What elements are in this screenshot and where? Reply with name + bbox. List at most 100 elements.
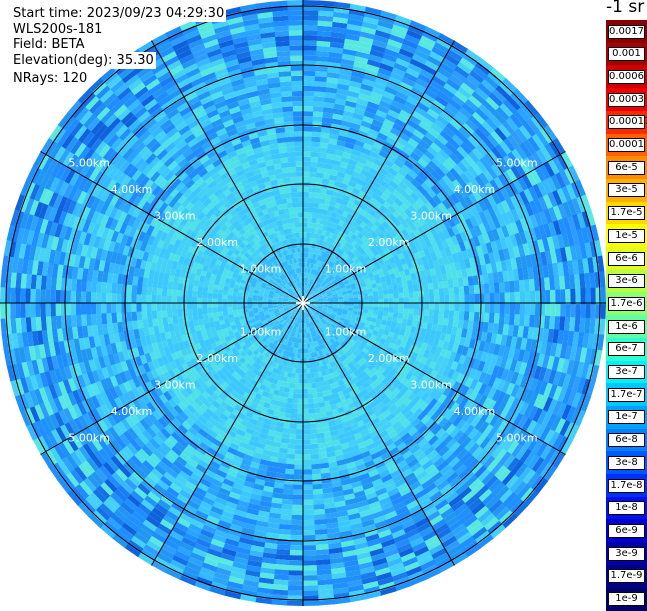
- range-gate-cell: [311, 378, 316, 384]
- range-gate-cell: [303, 147, 312, 152]
- range-gate-cell: [403, 308, 409, 314]
- range-gate-cell: [459, 311, 465, 320]
- range-gate-cell: [310, 454, 319, 460]
- range-gate-cell: [282, 494, 293, 500]
- range-gate-cell: [131, 293, 136, 303]
- range-gate-cell: [353, 297, 358, 300]
- range-gate-cell: [303, 106, 314, 111]
- range-gate-cell: [147, 302, 152, 311]
- range-gate-cell: [314, 408, 321, 414]
- range-gate-cell: [91, 291, 96, 303]
- range-gate-cell: [489, 283, 495, 294]
- range-gate-cell: [296, 172, 303, 177]
- range-gate-cell: [393, 293, 398, 299]
- range-gate-cell: [310, 157, 319, 163]
- range-gate-cell: [91, 302, 96, 314]
- range-gate-cell: [303, 424, 310, 429]
- range-gate-cell: [292, 490, 303, 495]
- range-gate-cell: [289, 429, 297, 435]
- range-gate-cell: [298, 394, 303, 399]
- range-gate-cell: [302, 480, 312, 485]
- range-gate-cell: [285, 464, 295, 470]
- range-gate-cell: [429, 296, 434, 303]
- range-gate-cell: [409, 297, 414, 303]
- range-gate-cell: [310, 172, 318, 178]
- range-gate-cell: [167, 303, 172, 311]
- range-gate-cell: [309, 434, 317, 440]
- range-gate-cell: [295, 439, 303, 444]
- range-gate-cell: [288, 434, 296, 440]
- range-gate-cell: [293, 469, 303, 474]
- range-gate-cell: [429, 303, 434, 310]
- range-gate-cell: [298, 389, 303, 394]
- range-gate-cell: [106, 302, 111, 313]
- range-gate-cell: [142, 286, 148, 295]
- range-gate-cell: [284, 474, 294, 480]
- range-gate-cell: [287, 444, 296, 450]
- range-gate-cell: [136, 302, 141, 311]
- range-gate-cell: [384, 303, 389, 308]
- range-gate-cell: [291, 510, 303, 515]
- range-gate-cell: [91, 313, 97, 325]
- range-gate-cell: [293, 485, 304, 490]
- range-gate-cell: [283, 111, 294, 117]
- range-gate-cell: [237, 306, 242, 310]
- range-gate-cell: [302, 510, 314, 515]
- range-gate-cell: [309, 429, 317, 435]
- range-gate-cell: [310, 439, 318, 445]
- range-gate-cell: [310, 449, 319, 455]
- range-gate-cell: [388, 289, 394, 295]
- range-gate-cell: [207, 307, 212, 313]
- range-gate-cell: [286, 198, 292, 204]
- range-gate-cell: [292, 202, 298, 208]
- range-gate-cell: [177, 315, 183, 323]
- range-gate-cell: [294, 459, 303, 464]
- range-gate-cell: [464, 294, 469, 303]
- range-gate-cell: [374, 303, 379, 307]
- range-gate-cell: [316, 433, 324, 439]
- range-gate-cell: [393, 288, 399, 294]
- range-gate-cell: [282, 167, 290, 173]
- range-gate-cell: [303, 202, 309, 207]
- range-gate-cell: [197, 292, 203, 298]
- range-gate-cell: [285, 127, 295, 133]
- range-gate-cell: [187, 308, 193, 315]
- range-gate-cell: [509, 314, 515, 326]
- range-gate-cell: [281, 96, 293, 102]
- range-gate-cell: [409, 291, 415, 298]
- range-gate-cell: [308, 414, 315, 420]
- range-gate-cell: [282, 101, 294, 107]
- range-gate-cell: [285, 187, 292, 193]
- range-gate-cell: [303, 111, 314, 116]
- range-gate-cell: [294, 136, 303, 141]
- range-gate-cell: [291, 187, 298, 193]
- range-gate-cell: [454, 295, 459, 304]
- range-gate-cell: [313, 111, 324, 117]
- range-gate-cell: [101, 313, 107, 325]
- range-gate-cell: [232, 306, 237, 310]
- range-gate-cell: [302, 469, 312, 474]
- range-gate-cell: [499, 313, 505, 325]
- range-gate-cell: [434, 289, 440, 297]
- range-gate-cell: [302, 459, 311, 464]
- range-gate-cell: [464, 286, 470, 296]
- range-gate-cell: [288, 157, 297, 163]
- range-gate-cell: [302, 490, 313, 495]
- range-gate-cell: [444, 295, 449, 303]
- range-gate-cell: [490, 293, 495, 304]
- range-gate-cell: [311, 147, 320, 153]
- range-gate-cell: [438, 281, 444, 289]
- range-gate-cell: [172, 316, 178, 324]
- range-gate-cell: [147, 310, 153, 319]
- range-gate-cell: [127, 311, 133, 321]
- range-gate-cell: [313, 398, 319, 404]
- range-gate-cell: [303, 136, 312, 141]
- range-gate-cell: [141, 302, 146, 311]
- range-gate-cell: [433, 282, 439, 290]
- range-gate-cell: [379, 303, 384, 308]
- range-gate-cell: [302, 449, 311, 454]
- range-gate-cell: [116, 302, 121, 313]
- range-gate-cell: [295, 152, 304, 157]
- range-gate-cell: [449, 311, 455, 320]
- range-gate-cell: [305, 348, 308, 353]
